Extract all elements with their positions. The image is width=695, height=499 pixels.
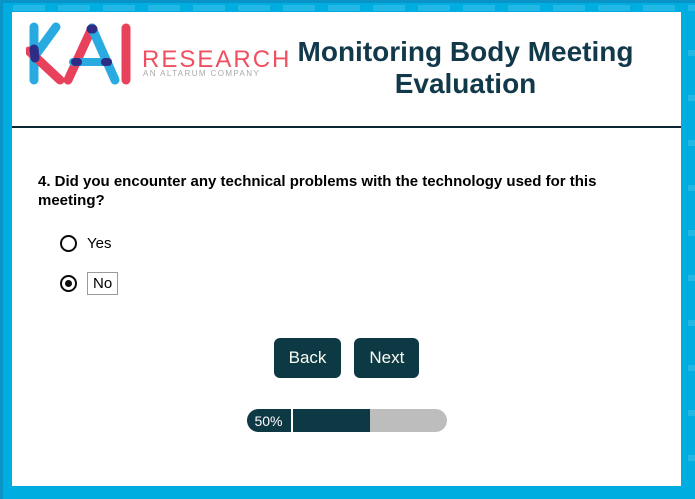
survey-card: RESEARCH AN ALTARUM COMPANY Monitoring B… <box>12 12 681 486</box>
radio-no-icon[interactable] <box>60 274 77 292</box>
logo-wordmark: RESEARCH <box>142 46 292 73</box>
option-no-label[interactable]: No <box>87 271 119 295</box>
back-button[interactable]: Back <box>273 338 342 378</box>
window-top-edge <box>0 0 695 3</box>
progress-bar: 50% <box>246 409 447 432</box>
option-yes-label[interactable]: Yes <box>87 234 112 252</box>
window-left-edge <box>0 0 3 499</box>
navigation-buttons: Back Next <box>12 338 681 378</box>
kai-research-logo: RESEARCH AN ALTARUM COMPANY <box>12 12 289 122</box>
option-no[interactable]: No <box>60 270 681 296</box>
radio-yes-icon[interactable] <box>60 234 77 252</box>
question-text: 4. Did you encounter any technical probl… <box>38 173 597 209</box>
progress-fill <box>292 409 370 432</box>
options-group: Yes No <box>60 230 681 296</box>
kai-logo-icon <box>26 22 131 85</box>
progress-percent-label: 50% <box>246 409 293 432</box>
logo-tagline: AN ALTARUM COMPANY <box>143 69 261 78</box>
next-button[interactable]: Next <box>354 338 420 378</box>
page-title: Monitoring Body Meeting Evaluation <box>297 36 634 99</box>
option-yes[interactable]: Yes <box>60 230 681 256</box>
header: RESEARCH AN ALTARUM COMPANY Monitoring B… <box>12 12 681 128</box>
